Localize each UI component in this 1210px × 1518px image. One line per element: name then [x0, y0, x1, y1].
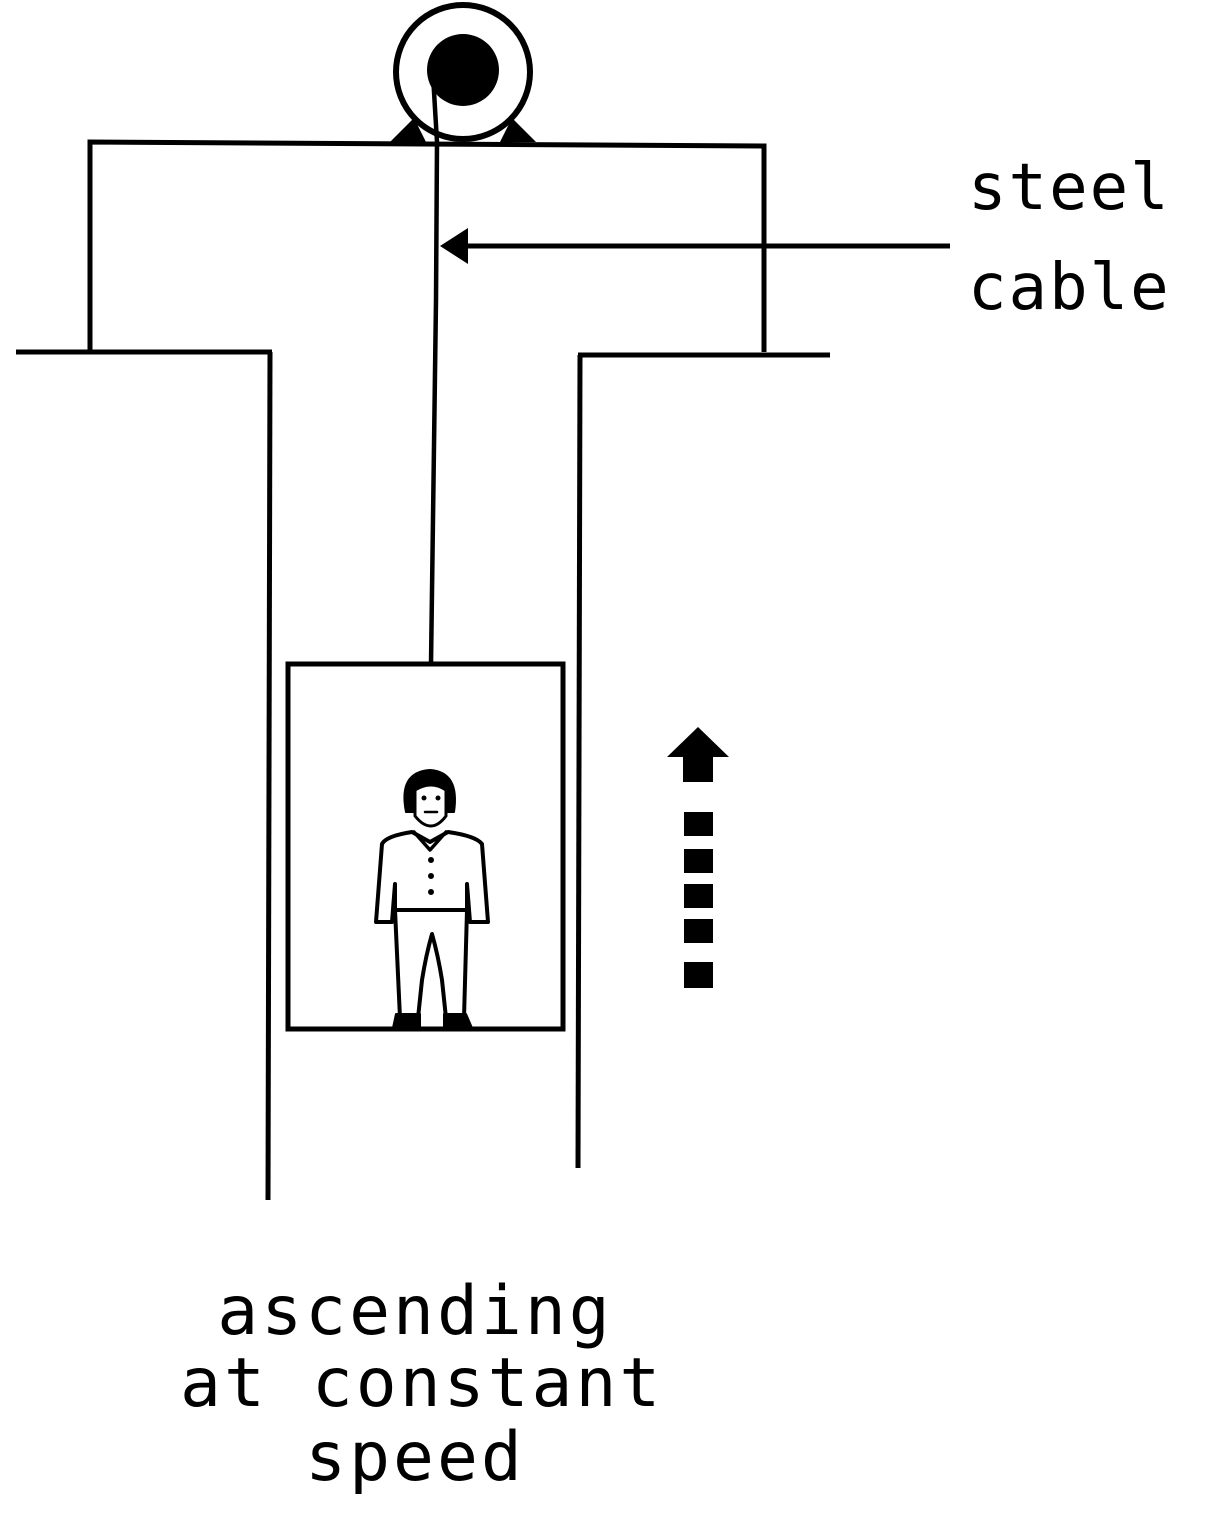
- motion-arrow-head: [667, 727, 729, 782]
- person-shoe-right: [443, 1013, 473, 1029]
- person-shoe-left: [392, 1013, 421, 1029]
- person-button: [428, 889, 434, 895]
- person-button: [428, 873, 434, 879]
- caption-line3: speed: [305, 1418, 525, 1497]
- motion-arrow-dash: [684, 812, 713, 836]
- pulley-hub: [427, 34, 499, 106]
- shaft-wall-left: [265, 351, 273, 1201]
- cable-pointer-head: [440, 228, 468, 264]
- person-face: [413, 783, 448, 828]
- motion-arrow-dash: [684, 962, 713, 988]
- person-eye-right: [435, 795, 441, 801]
- motion-arrow-dash: [684, 919, 713, 943]
- ground: [16, 349, 830, 358]
- cable-pointer-arrow: [440, 228, 950, 264]
- person-collar: [412, 830, 448, 852]
- machine-frame: [87, 139, 767, 352]
- person-figure: [374, 769, 490, 1029]
- shaft: [265, 351, 583, 1201]
- motion-arrow-dash: [684, 849, 713, 873]
- pulley: [390, 2, 536, 142]
- person-button: [428, 857, 434, 863]
- steel-cable: [428, 57, 440, 665]
- shaft-wall-right: [575, 354, 583, 1169]
- cable-label-line1: steel: [968, 151, 1171, 225]
- cable-label-line2: cable: [968, 251, 1171, 325]
- motion-arrow-dash: [684, 884, 713, 908]
- caption-line1: ascending: [217, 1272, 613, 1351]
- person-eye-left: [421, 795, 427, 801]
- caption-line2: at constant: [180, 1344, 664, 1423]
- person-trousers: [393, 908, 469, 1020]
- upward-motion-arrow: [667, 727, 729, 988]
